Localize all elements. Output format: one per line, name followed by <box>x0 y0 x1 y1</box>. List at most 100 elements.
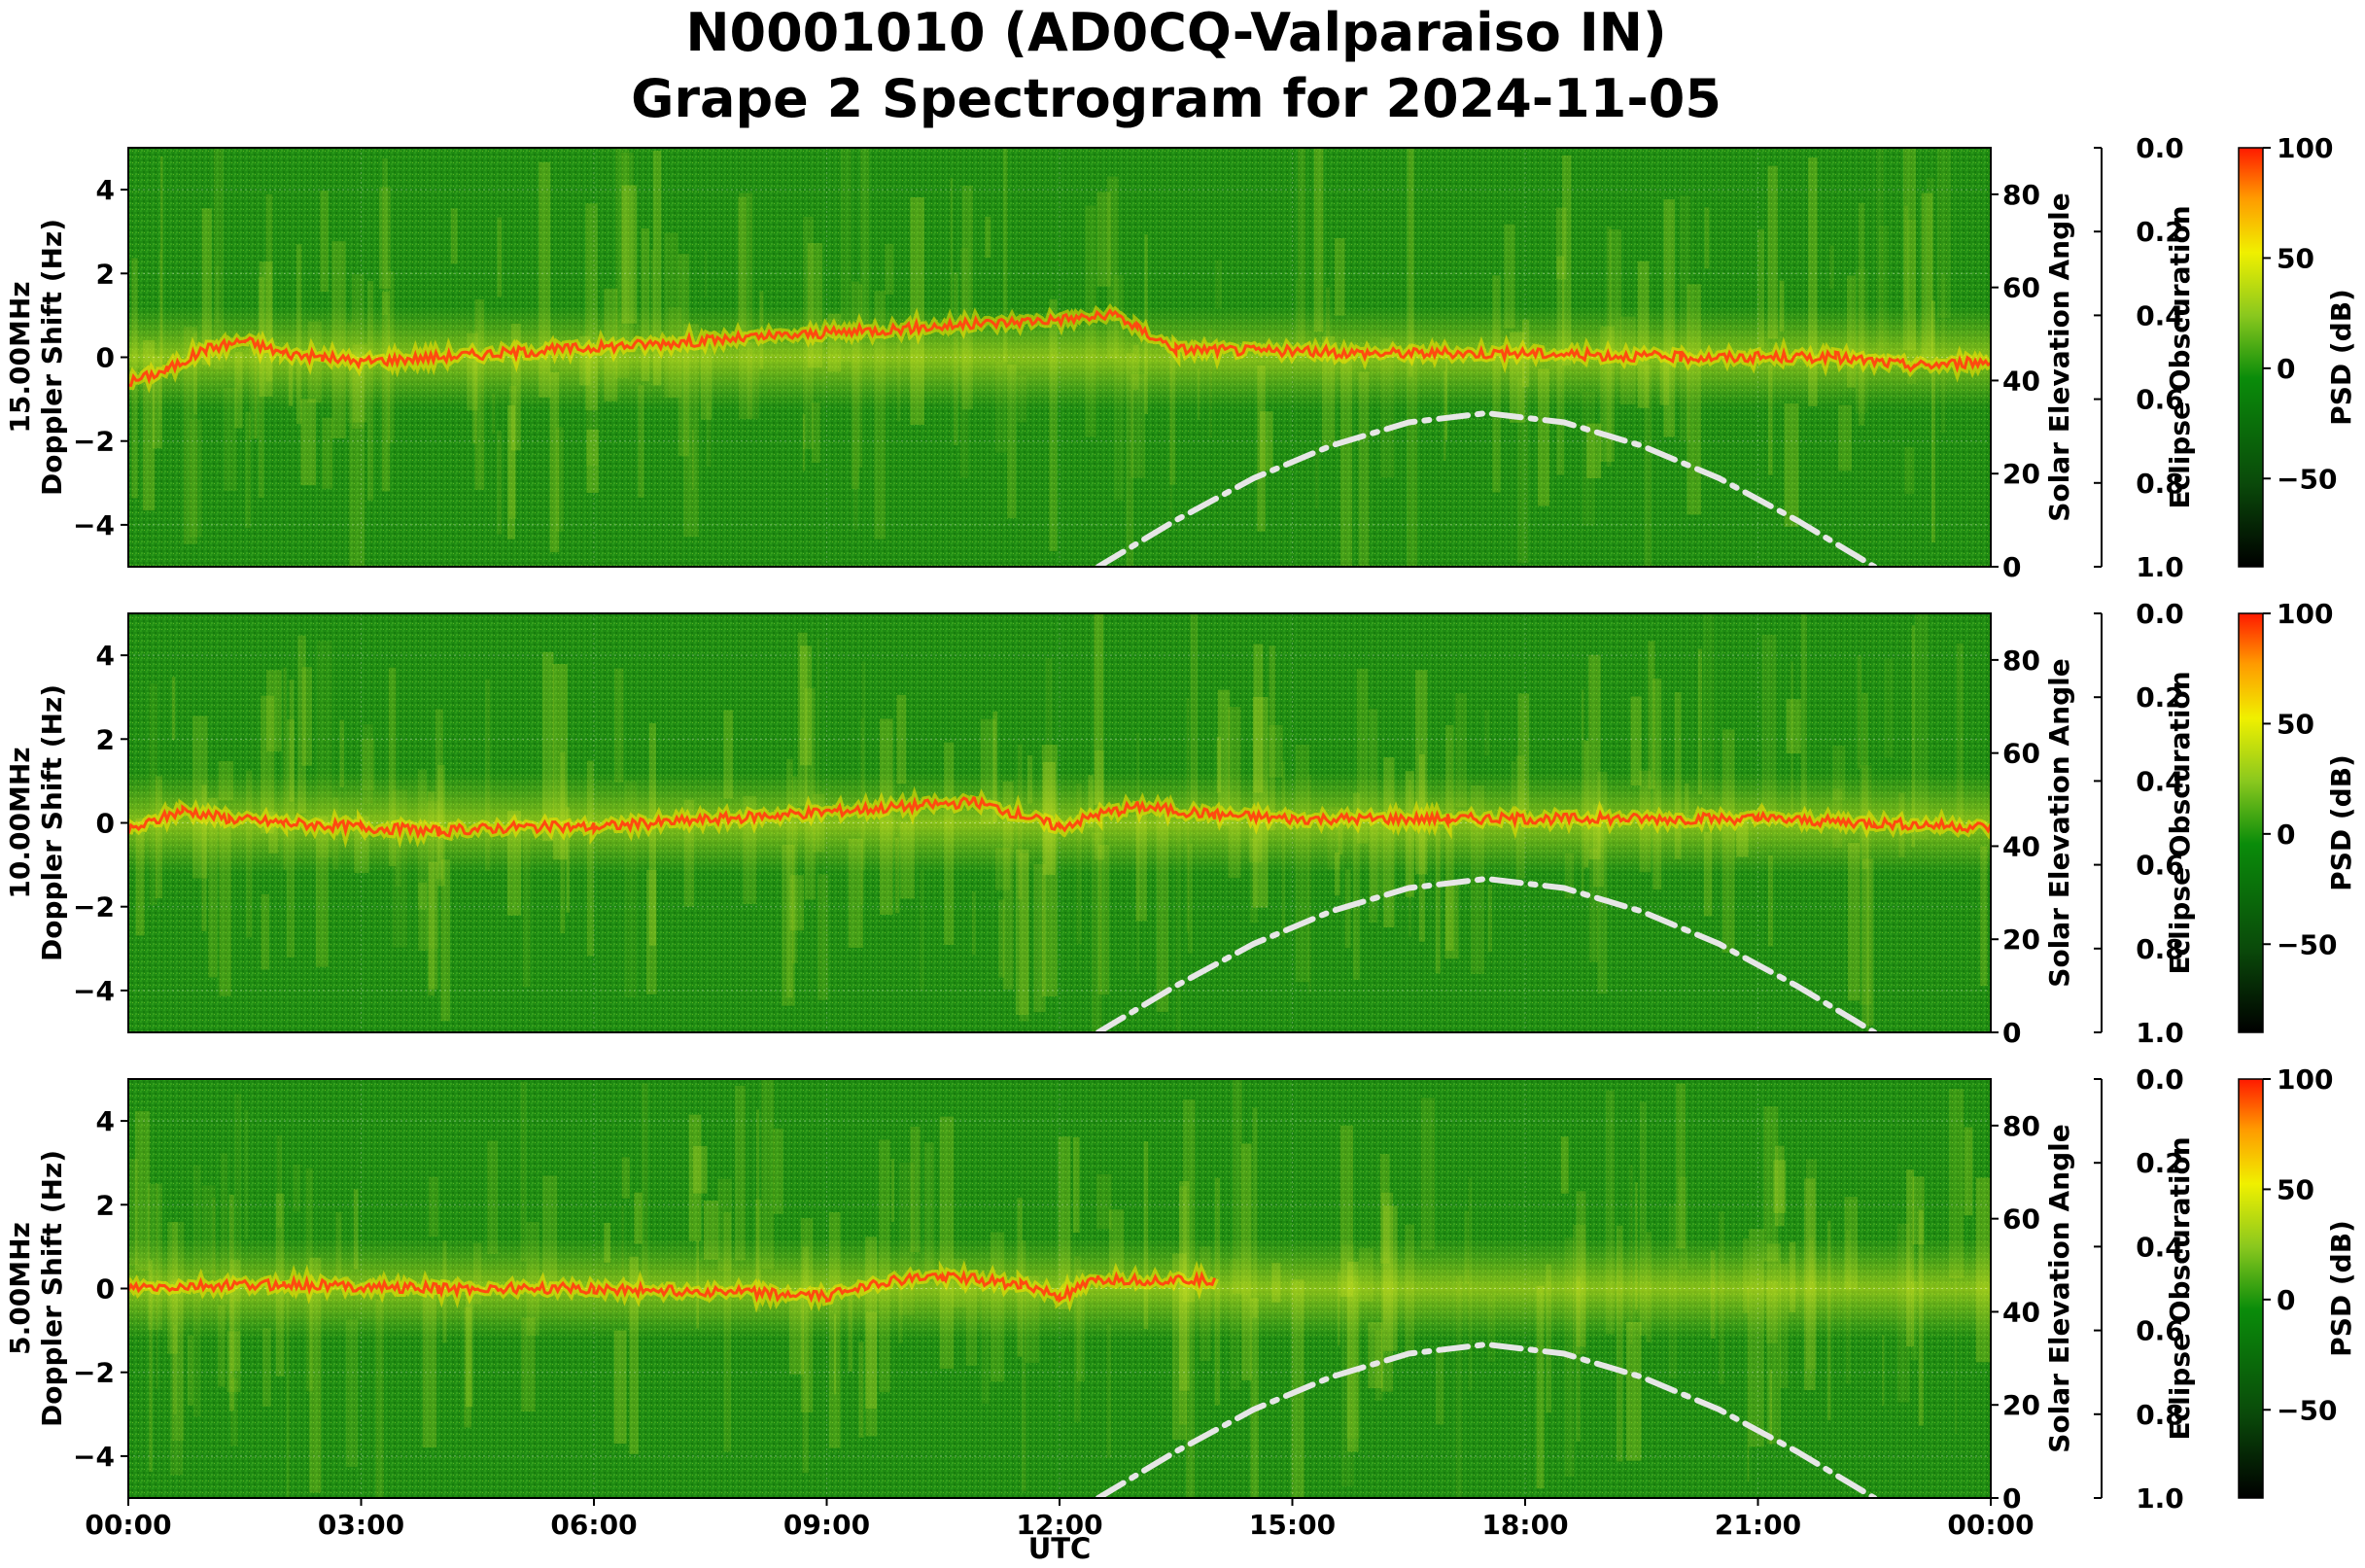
colorbar-tick-label: −50 <box>2277 1394 2337 1426</box>
spectral-streak <box>159 157 163 371</box>
spectral-streak <box>1980 846 1988 987</box>
spectral-streak <box>860 148 870 338</box>
spectral-streak <box>1775 1145 1785 1227</box>
spectral-streak <box>1268 724 1283 778</box>
spectral-streak <box>688 1114 702 1241</box>
solar-elevation-axis-label: Solar Elevation Angle <box>2043 658 2075 987</box>
spectral-streak <box>1092 832 1102 1032</box>
spectral-streak <box>1937 148 1951 318</box>
spectral-streak <box>1582 392 1595 526</box>
colorbar <box>2238 1078 2264 1499</box>
colorbar-tick-label: 0 <box>2277 819 2295 851</box>
spectral-streak <box>1455 1275 1463 1498</box>
spectral-streak <box>1866 816 1869 1032</box>
right-tick-label: 60 <box>2002 738 2040 770</box>
spectral-streak <box>894 837 900 914</box>
obscuration-tick-label: 0.6 <box>2136 384 2184 416</box>
x-tick-label: 03:00 <box>318 1509 404 1541</box>
colorbar-tick-label: 50 <box>2277 242 2314 274</box>
spectral-streak <box>230 1377 238 1446</box>
spectral-streak <box>652 151 662 386</box>
y-tick-label: 0 <box>96 1273 115 1306</box>
spectral-streak <box>1033 863 1046 1013</box>
spectral-streak <box>262 1328 271 1407</box>
spectral-streak <box>629 1256 639 1454</box>
spectral-streak <box>276 1135 283 1228</box>
spectral-streak <box>1648 641 1655 789</box>
spectral-streak <box>641 227 649 382</box>
spectral-streak <box>522 817 531 988</box>
spectral-streak <box>723 710 734 799</box>
spectral-streak <box>1096 192 1111 287</box>
spectral-streak <box>704 251 708 297</box>
spectral-streak <box>693 1145 708 1194</box>
spectral-streak <box>874 291 886 540</box>
spectral-streak <box>1186 1279 1196 1498</box>
spectral-streak <box>1002 781 1014 990</box>
spectral-streak <box>1912 1176 1925 1245</box>
spectral-streak <box>1002 148 1008 363</box>
spectral-streak <box>293 1164 300 1212</box>
spectral-streak <box>773 1128 783 1214</box>
spectral-streak <box>301 667 313 766</box>
spectral-streak <box>634 1192 643 1244</box>
y-tick-label: −4 <box>73 509 115 541</box>
obscuration-axis-label: Eclipse Obscuration <box>2164 671 2196 974</box>
spectral-streak <box>1763 1106 1779 1262</box>
spectral-streak <box>858 1342 864 1438</box>
y-axis-label: Doppler Shift (Hz) <box>36 219 68 496</box>
spectral-streak <box>865 1311 878 1437</box>
obscuration-tick-label: 0.0 <box>2136 132 2184 164</box>
spectral-streak <box>735 1085 746 1261</box>
spectral-streak <box>1517 378 1529 564</box>
obscuration-tick-label: 1.0 <box>2136 551 2184 583</box>
spectral-streak <box>1808 157 1818 406</box>
spectral-streak <box>283 667 287 870</box>
spectral-streak <box>320 191 329 293</box>
colorbar-tick-label: 50 <box>2277 708 2314 740</box>
y-tick-label: 0 <box>96 342 115 374</box>
spectral-streak <box>508 385 517 519</box>
spectral-streak <box>1169 337 1176 485</box>
obscuration-tick-label: 0.4 <box>2136 1231 2184 1263</box>
spectral-streak <box>1564 853 1575 899</box>
spectral-streak <box>215 265 220 324</box>
spectral-streak <box>1702 613 1715 800</box>
spectral-streak <box>1861 858 1874 1026</box>
spectral-streak <box>1560 1136 1569 1194</box>
spectral-streak <box>428 791 435 996</box>
spectral-streak <box>1911 625 1915 848</box>
spectral-streak <box>817 638 820 851</box>
spectral-streak <box>1257 366 1266 532</box>
colorbar-tick-label: −50 <box>2277 928 2337 960</box>
obscuration-tick-label: 0.8 <box>2136 933 2184 965</box>
spectral-streak <box>339 719 345 787</box>
spectral-streak <box>1857 655 1862 769</box>
spectral-streak <box>173 1324 177 1414</box>
spectral-streak <box>1233 1079 1242 1294</box>
x-axis: 00:00 03:00 06:00 09:00 12:00 15:00 18:00 21:00… <box>85 1498 2035 1541</box>
spectral-streak <box>737 196 747 339</box>
right-tick-label: 40 <box>2002 1296 2040 1328</box>
spectral-streak <box>1949 1089 1965 1278</box>
spectral-streak <box>1902 148 1916 351</box>
spectral-streak <box>1022 1240 1026 1491</box>
spectral-streak <box>1555 207 1567 280</box>
spectrogram-panel-2: 420−2−45.00MHz Doppler Shift (Hz)80604020… <box>4 1063 2357 1515</box>
spectral-streak <box>171 677 176 741</box>
obscuration-tick-label: 0.0 <box>2136 1063 2184 1096</box>
obscuration-tick-label: 0.6 <box>2136 850 2184 882</box>
spectral-streak <box>1187 843 1194 954</box>
spectral-streak <box>418 882 428 952</box>
spectral-streak <box>1597 771 1608 994</box>
spectral-streak <box>1260 411 1273 471</box>
spectral-streak <box>450 208 458 264</box>
y-tick-label: 2 <box>96 723 115 755</box>
y-tick-label: −2 <box>73 426 115 458</box>
spectral-streak <box>201 208 212 366</box>
colorbar-label: PSD (dB) <box>2325 289 2357 426</box>
spectral-streak <box>1143 1141 1149 1330</box>
spectral-streak <box>833 1313 837 1395</box>
spectral-streak <box>802 1246 809 1474</box>
spectral-streak <box>1906 220 1917 384</box>
